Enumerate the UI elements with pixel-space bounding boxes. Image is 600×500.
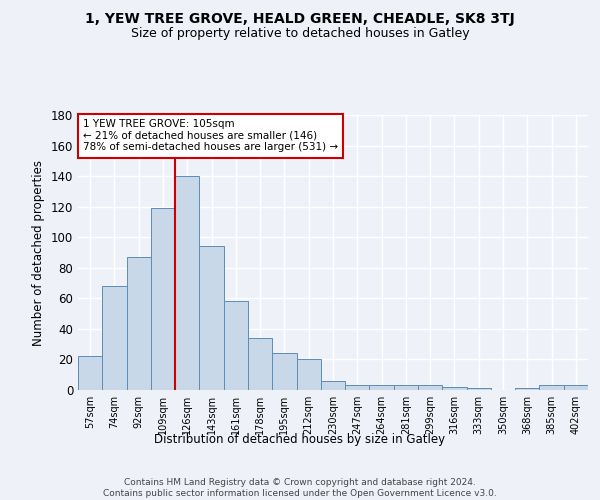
Bar: [199, 246, 224, 390]
Bar: [442, 387, 467, 390]
Bar: [467, 388, 491, 390]
Bar: [78, 356, 102, 390]
Bar: [370, 386, 394, 390]
Bar: [345, 386, 370, 390]
Bar: [127, 257, 151, 390]
Text: 1, YEW TREE GROVE, HEALD GREEN, CHEADLE, SK8 3TJ: 1, YEW TREE GROVE, HEALD GREEN, CHEADLE,…: [85, 12, 515, 26]
Bar: [296, 360, 321, 390]
Text: Distribution of detached houses by size in Gatley: Distribution of detached houses by size …: [154, 432, 446, 446]
Text: 1 YEW TREE GROVE: 105sqm
← 21% of detached houses are smaller (146)
78% of semi-: 1 YEW TREE GROVE: 105sqm ← 21% of detach…: [83, 119, 338, 152]
Bar: [248, 338, 272, 390]
Bar: [102, 286, 127, 390]
Bar: [224, 302, 248, 390]
Text: Size of property relative to detached houses in Gatley: Size of property relative to detached ho…: [131, 28, 469, 40]
Bar: [418, 386, 442, 390]
Bar: [321, 381, 345, 390]
Bar: [151, 208, 175, 390]
Bar: [175, 176, 199, 390]
Bar: [564, 386, 588, 390]
Bar: [515, 388, 539, 390]
Bar: [394, 386, 418, 390]
Bar: [539, 386, 564, 390]
Bar: [272, 354, 296, 390]
Text: Contains HM Land Registry data © Crown copyright and database right 2024.
Contai: Contains HM Land Registry data © Crown c…: [103, 478, 497, 498]
Y-axis label: Number of detached properties: Number of detached properties: [32, 160, 45, 346]
